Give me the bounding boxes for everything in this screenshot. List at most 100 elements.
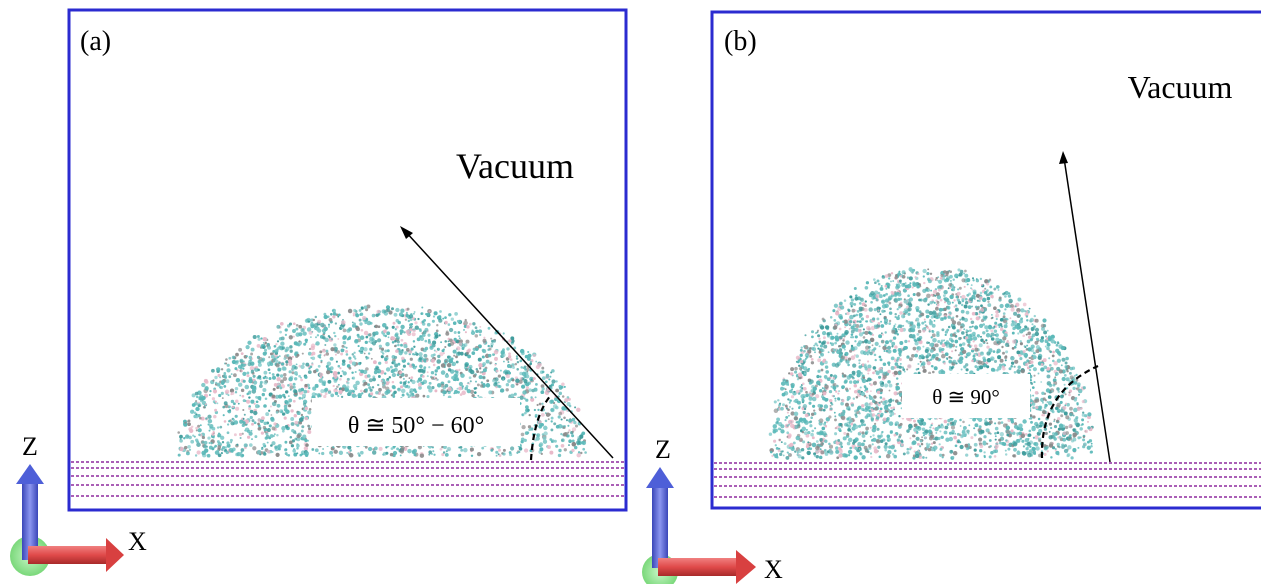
molecule-dot	[217, 445, 222, 449]
molecule-dot	[1035, 345, 1040, 350]
molecule-dot	[779, 452, 783, 457]
molecule-dot	[912, 292, 916, 297]
molecule-dot	[861, 431, 865, 435]
molecule-dot	[868, 307, 873, 312]
molecule-dot	[1017, 365, 1021, 370]
molecule-dot	[846, 421, 849, 424]
molecule-dot	[405, 329, 410, 335]
molecule-dot	[330, 347, 335, 352]
molecule-dot	[858, 412, 861, 415]
molecule-dot	[334, 334, 337, 338]
molecule-dot	[399, 312, 403, 316]
molecule-dot	[458, 381, 463, 387]
molecule-dot	[789, 399, 792, 402]
molecule-dot	[257, 422, 260, 426]
molecule-dot	[438, 315, 442, 319]
molecule-dot	[268, 424, 272, 428]
molecule-dot	[521, 413, 525, 417]
molecule-dot	[931, 323, 936, 328]
molecule-dot	[887, 349, 892, 354]
molecule-dot	[494, 363, 497, 366]
molecule-dot	[348, 327, 353, 332]
molecule-dot	[1057, 427, 1061, 431]
molecule-dot	[850, 403, 855, 407]
molecule-dot	[957, 300, 962, 305]
molecule-dot	[303, 452, 307, 456]
molecule-dot	[311, 448, 315, 451]
molecule-dot	[1030, 420, 1033, 424]
molecule-dot	[276, 373, 280, 377]
molecule-dot	[571, 434, 575, 438]
molecule-dot	[412, 388, 417, 392]
molecule-dot	[288, 359, 292, 364]
molecule-dot	[878, 455, 882, 459]
molecule-dot	[881, 275, 886, 279]
molecule-dot	[199, 416, 202, 420]
molecule-dot	[834, 335, 839, 340]
molecule-dot	[409, 357, 413, 361]
molecule-dot	[311, 363, 314, 366]
molecule-dot	[804, 413, 809, 418]
molecule-dot	[219, 425, 223, 429]
molecule-dot	[202, 405, 206, 409]
molecule-dot	[884, 303, 889, 309]
molecule-dot	[874, 406, 879, 411]
molecule-dot	[540, 390, 545, 395]
molecule-dot	[399, 381, 403, 384]
molecule-dot	[821, 348, 825, 353]
molecule-dot	[1032, 367, 1037, 372]
molecule-dot	[244, 384, 250, 390]
molecule-dot	[268, 371, 271, 375]
molecule-dot	[888, 319, 892, 323]
molecule-dot	[481, 446, 485, 450]
molecule-dot	[469, 389, 475, 394]
molecule-dot	[795, 435, 801, 441]
molecule-dot	[922, 275, 925, 278]
molecule-dot	[964, 273, 969, 278]
molecule-dot	[307, 430, 312, 434]
molecule-dot	[997, 323, 1000, 327]
molecule-dot	[400, 338, 404, 342]
molecule-dot	[858, 320, 862, 323]
molecule-dot	[197, 424, 201, 428]
molecule-dot	[363, 347, 368, 352]
molecule-dot	[890, 280, 892, 283]
molecule-dot	[1030, 326, 1035, 331]
molecule-dot	[771, 454, 774, 458]
molecule-dot	[970, 344, 973, 347]
molecule-dot	[852, 397, 856, 400]
molecule-dot	[319, 350, 323, 354]
molecule-dot	[292, 329, 296, 333]
molecule-dot	[444, 345, 447, 349]
molecule-dot	[469, 447, 474, 452]
molecule-dot	[359, 348, 363, 352]
molecule-dot	[376, 309, 381, 314]
molecule-dot	[551, 369, 555, 373]
molecule-dot	[916, 292, 921, 297]
molecule-dot	[836, 332, 839, 335]
molecule-dot	[502, 378, 505, 381]
molecule-dot	[291, 367, 295, 371]
molecule-dot	[524, 354, 529, 359]
molecule-dot	[298, 417, 304, 422]
molecule-dot	[1075, 373, 1078, 377]
molecule-dot	[324, 344, 327, 346]
molecule-dot	[251, 438, 253, 441]
molecule-dot	[329, 366, 334, 371]
molecule-dot	[284, 452, 288, 456]
molecule-dot	[479, 367, 482, 370]
molecule-dot	[950, 356, 953, 360]
molecule-dot	[795, 389, 800, 394]
molecule-dot	[954, 307, 959, 312]
molecule-dot	[949, 449, 954, 454]
molecule-dot	[412, 312, 415, 315]
molecule-dot	[188, 448, 192, 451]
molecule-dot	[337, 315, 340, 318]
molecule-dot	[786, 424, 789, 427]
molecule-dot	[475, 347, 479, 351]
molecule-dot	[277, 382, 280, 386]
molecule-dot	[381, 309, 386, 314]
molecule-dot	[850, 329, 855, 334]
molecule-dot	[290, 444, 295, 448]
molecule-dot	[222, 405, 226, 409]
